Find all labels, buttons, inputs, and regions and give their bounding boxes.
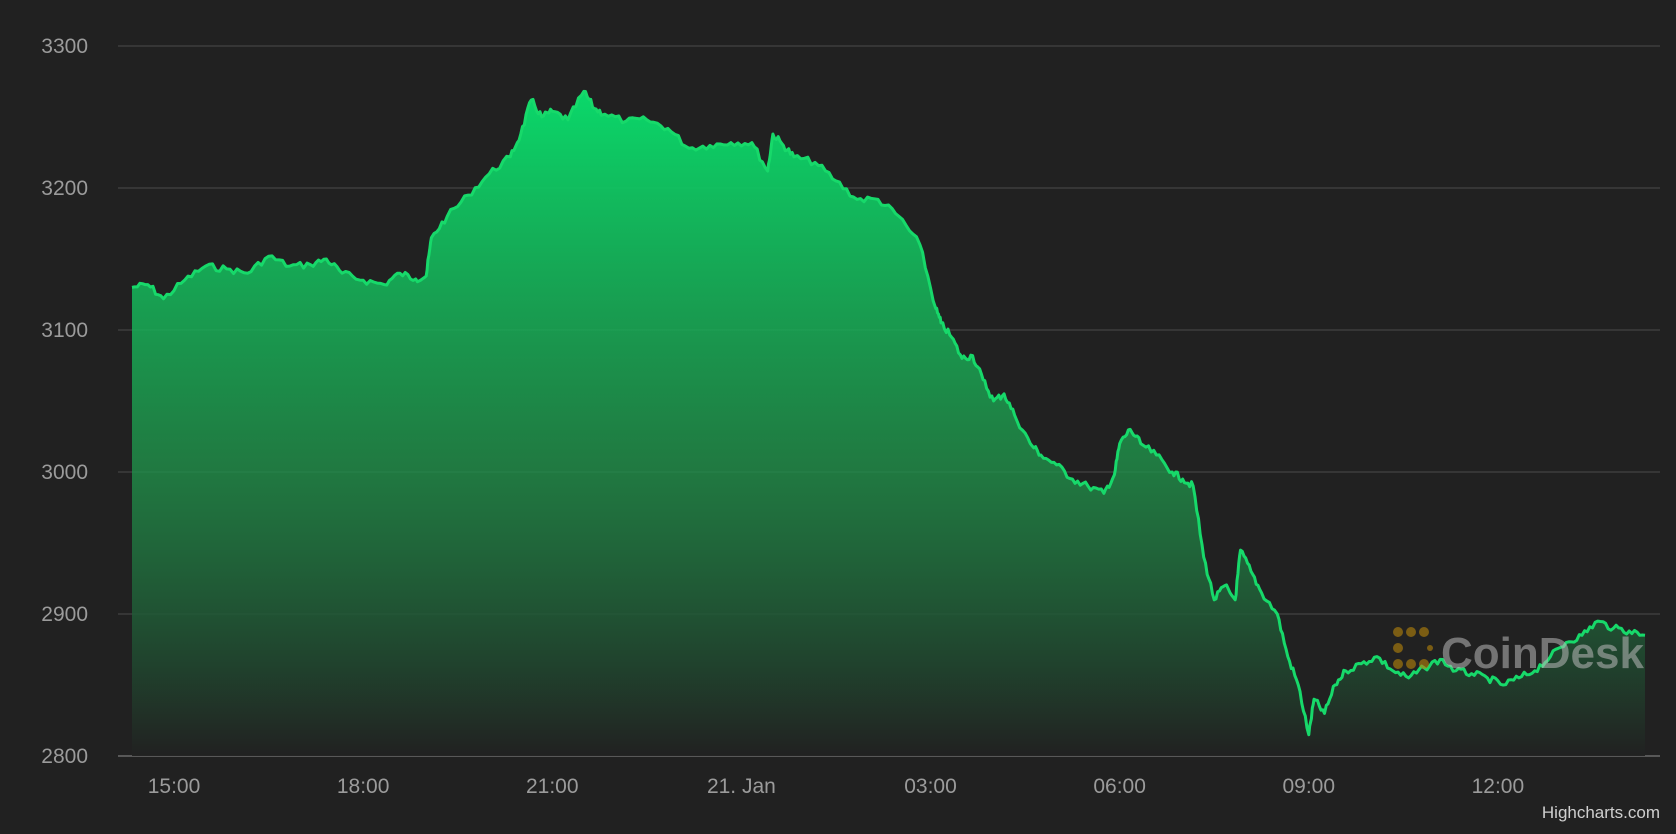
x-axis-labels: 15:00 18:00 21:00 21. Jan 03:00 06:00 09:00 12:… xyxy=(148,775,1524,798)
y-tick-label: 3300 xyxy=(41,35,88,58)
series-line xyxy=(131,89,1646,737)
coindesk-watermark: CoinDesk xyxy=(1393,627,1644,678)
coindesk-logo-icon xyxy=(1393,627,1433,669)
y-axis-labels: 2800 2900 3000 3100 3200 3300 xyxy=(41,35,88,768)
x-tick-label: 03:00 xyxy=(904,775,957,798)
x-tick-label: 18:00 xyxy=(337,775,390,798)
y-tick-label: 3200 xyxy=(41,177,88,200)
series-area-fill xyxy=(132,91,1645,756)
x-tick-label: 06:00 xyxy=(1093,775,1146,798)
highcharts-credit[interactable]: Highcharts.com xyxy=(1542,803,1660,822)
x-tick-label: 12:00 xyxy=(1472,775,1525,798)
y-tick-label: 3000 xyxy=(41,461,88,484)
x-tick-label: 21:00 xyxy=(526,775,579,798)
x-tick-label: 09:00 xyxy=(1282,775,1335,798)
watermark-text: CoinDesk xyxy=(1441,629,1644,678)
y-tick-label: 2800 xyxy=(41,745,88,768)
y-tick-label: 2900 xyxy=(41,603,88,626)
x-tick-label: 21. Jan xyxy=(707,775,776,798)
x-tick-label: 15:00 xyxy=(148,775,201,798)
y-tick-label: 3100 xyxy=(41,319,88,342)
